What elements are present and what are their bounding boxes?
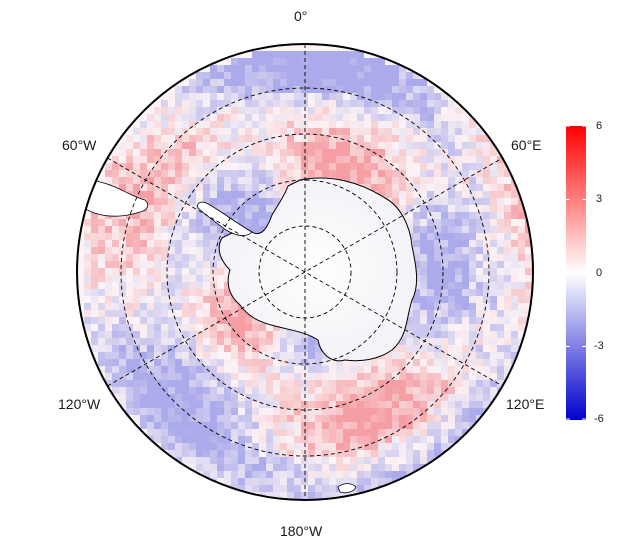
island-south — [337, 483, 357, 494]
colorbar-ticks — [566, 125, 586, 420]
colorbar — [566, 126, 586, 420]
colorbar-label-6: 6 — [596, 120, 603, 132]
graticule — [107, 44, 503, 500]
antarctic-peninsula — [197, 201, 253, 236]
colorbar-label-0: 0 — [596, 267, 603, 279]
lon-label-180w: 180°W — [280, 523, 323, 539]
lon-label-60e: 60°E — [511, 137, 542, 153]
lon-label-120w: 120°W — [58, 396, 101, 412]
lon-label-60w: 60°W — [62, 137, 97, 153]
colorbar-label-3: 3 — [596, 193, 603, 205]
map-boundary — [76, 43, 534, 501]
colorbar-label-neg6: -6 — [594, 413, 604, 425]
lon-label-120e: 120°E — [506, 396, 545, 412]
anomaly-field — [77, 44, 533, 500]
lon-label-0: 0° — [294, 8, 308, 24]
colorbar-label-neg3: -3 — [594, 340, 604, 352]
